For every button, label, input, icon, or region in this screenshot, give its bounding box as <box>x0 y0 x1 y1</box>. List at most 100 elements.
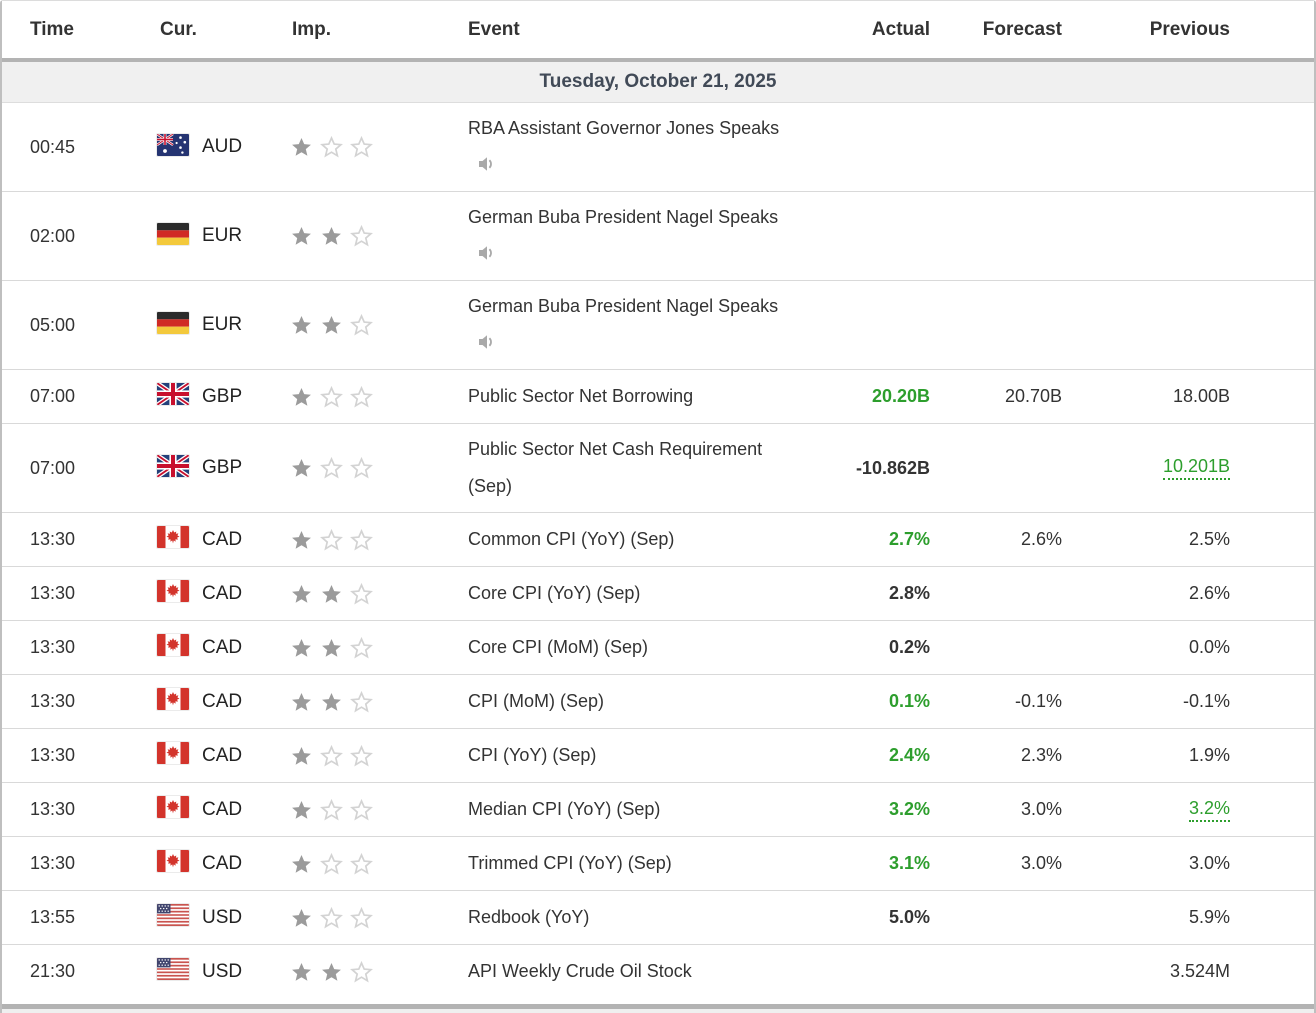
event-name[interactable]: Trimmed CPI (YoY) (Sep) <box>468 853 672 874</box>
column-header-time: Time <box>2 1 132 60</box>
event-name[interactable]: CPI (MoM) (Sep) <box>468 691 605 712</box>
event-time: 07:00 <box>2 423 132 513</box>
star-empty-icon <box>350 798 373 820</box>
column-header-previous: Previous <box>1066 1 1236 60</box>
column-header-event: Event <box>440 1 820 60</box>
flag-ca-icon <box>157 850 189 872</box>
star-empty-icon <box>350 690 373 712</box>
speaker-icon[interactable] <box>476 154 496 174</box>
event-name[interactable]: API Weekly Crude Oil Stock <box>468 961 692 982</box>
row-spacer <box>1236 423 1314 513</box>
event-row[interactable]: 13:55 USD Redbook (YoY) 5.0% 5.9% <box>2 890 1314 945</box>
star-empty-icon <box>350 636 373 658</box>
star-filled-icon <box>292 584 311 603</box>
forecast-value <box>932 566 1066 621</box>
forecast-value: 3.0% <box>932 836 1066 891</box>
currency-code: GBP <box>202 385 243 407</box>
star-empty-icon <box>320 744 343 766</box>
event-name[interactable]: Core CPI (YoY) (Sep) <box>468 583 641 604</box>
event-name[interactable]: CPI (YoY) (Sep) <box>468 745 597 766</box>
currency-code: CAD <box>202 528 243 550</box>
star-filled-icon <box>292 459 311 477</box>
event-row[interactable]: 13:30 CAD Core CPI (YoY) (Sep) 2.8% 2.6% <box>2 566 1314 621</box>
star-filled-icon <box>292 746 311 765</box>
actual-value: 0.1% <box>820 674 932 729</box>
event-time: 13:30 <box>2 728 132 783</box>
actual-value: 3.2% <box>820 782 932 837</box>
star-filled-icon <box>292 138 311 156</box>
previous-value[interactable]: 10.201B <box>1162 456 1230 480</box>
star-empty-icon <box>350 528 373 550</box>
event-row[interactable]: 07:00 GBP Public Sector Net Cash Require… <box>2 423 1314 513</box>
event-row[interactable]: 21:30 USD API Weekly Crude Oil Stock 3.5… <box>2 944 1314 998</box>
star-empty-icon <box>320 852 343 874</box>
event-name[interactable]: Redbook (YoY) <box>468 907 590 928</box>
previous-value: 1.9% <box>1188 745 1230 765</box>
event-row[interactable]: 07:00 GBP Public Sector Net Borrowing 20… <box>2 369 1314 424</box>
event-row[interactable]: 13:30 CAD CPI (YoY) (Sep) 2.4% 2.3% 1.9% <box>2 728 1314 783</box>
previous-value: 2.5% <box>1188 529 1230 549</box>
event-row[interactable]: 13:30 CAD Common CPI (YoY) (Sep) 2.7% 2.… <box>2 512 1314 567</box>
previous-value: 0.0% <box>1188 637 1230 657</box>
event-row[interactable]: 02:00 EUR German Buba President Nagel Sp… <box>2 191 1314 281</box>
forecast-value <box>932 944 1066 998</box>
importance-stars <box>290 798 439 821</box>
star-empty-icon <box>350 385 373 407</box>
speaker-icon[interactable] <box>476 332 496 352</box>
event-time: 13:30 <box>2 620 132 675</box>
flag-ca-icon <box>157 796 189 818</box>
flag-ca-icon <box>157 580 189 602</box>
event-row[interactable]: 13:30 CAD Core CPI (MoM) (Sep) 0.2% 0.0% <box>2 620 1314 675</box>
row-spacer <box>1236 836 1314 891</box>
importance-stars <box>290 906 439 929</box>
event-row[interactable]: 13:30 CAD CPI (MoM) (Sep) 0.1% -0.1% -0.… <box>2 674 1314 729</box>
actual-value: 0.2% <box>820 620 932 675</box>
flag-ca-icon <box>157 634 189 656</box>
row-spacer <box>1236 102 1314 192</box>
previous-value: -0.1% <box>1182 691 1230 711</box>
star-empty-icon <box>350 136 373 158</box>
event-row[interactable]: 13:30 CAD Median CPI (YoY) (Sep) 3.2% 3.… <box>2 782 1314 837</box>
flag-de-icon <box>157 311 189 334</box>
forecast-value <box>932 620 1066 675</box>
event-name[interactable]: Public Sector Net Borrowing <box>468 386 694 407</box>
event-name[interactable]: Public Sector Net Cash Requirement (Sep) <box>468 439 763 496</box>
event-name[interactable]: Core CPI (MoM) (Sep) <box>468 637 649 658</box>
event-time: 13:30 <box>2 566 132 621</box>
star-empty-icon <box>350 744 373 766</box>
event-name[interactable]: German Buba President Nagel Speaks <box>468 207 779 227</box>
importance-stars <box>290 314 439 336</box>
currency-code: GBP <box>202 457 243 478</box>
star-filled-icon <box>292 227 311 245</box>
event-row[interactable]: 05:00 EUR German Buba President Nagel Sp… <box>2 280 1314 370</box>
previous-value[interactable]: 3.2% <box>1188 798 1230 822</box>
flag-ca-icon <box>157 688 189 710</box>
star-empty-icon <box>350 906 373 928</box>
event-row[interactable]: 00:45 AUD RBA Assistant Governor Jones S… <box>2 102 1314 192</box>
star-filled-icon <box>322 316 341 334</box>
actual-value <box>820 280 932 370</box>
row-spacer <box>1236 512 1314 567</box>
row-spacer <box>1236 728 1314 783</box>
event-name[interactable]: Median CPI (YoY) (Sep) <box>468 799 661 820</box>
forecast-value: -0.1% <box>932 674 1066 729</box>
event-time: 05:00 <box>2 280 132 370</box>
speaker-icon[interactable] <box>476 243 496 263</box>
forecast-value: 2.3% <box>932 728 1066 783</box>
flag-gb-icon <box>157 454 189 477</box>
event-time: 00:45 <box>2 102 132 192</box>
star-filled-icon <box>322 638 341 657</box>
flag-us-icon <box>157 958 189 980</box>
event-name[interactable]: Common CPI (YoY) (Sep) <box>468 529 675 550</box>
event-name[interactable]: RBA Assistant Governor Jones Speaks <box>468 118 780 138</box>
event-name[interactable]: German Buba President Nagel Speaks <box>468 296 779 316</box>
star-filled-icon <box>292 854 311 873</box>
importance-stars <box>290 457 439 479</box>
event-row[interactable]: 13:30 CAD Trimmed CPI (YoY) (Sep) 3.1% 3… <box>2 836 1314 891</box>
star-empty-icon <box>320 906 343 928</box>
star-filled-icon <box>292 638 311 657</box>
importance-stars <box>290 528 439 551</box>
date-header-row: Tuesday, October 21, 2025 <box>2 58 1314 103</box>
date-header-label: Tuesday, October 21, 2025 <box>2 58 1314 103</box>
star-empty-icon <box>350 457 373 479</box>
